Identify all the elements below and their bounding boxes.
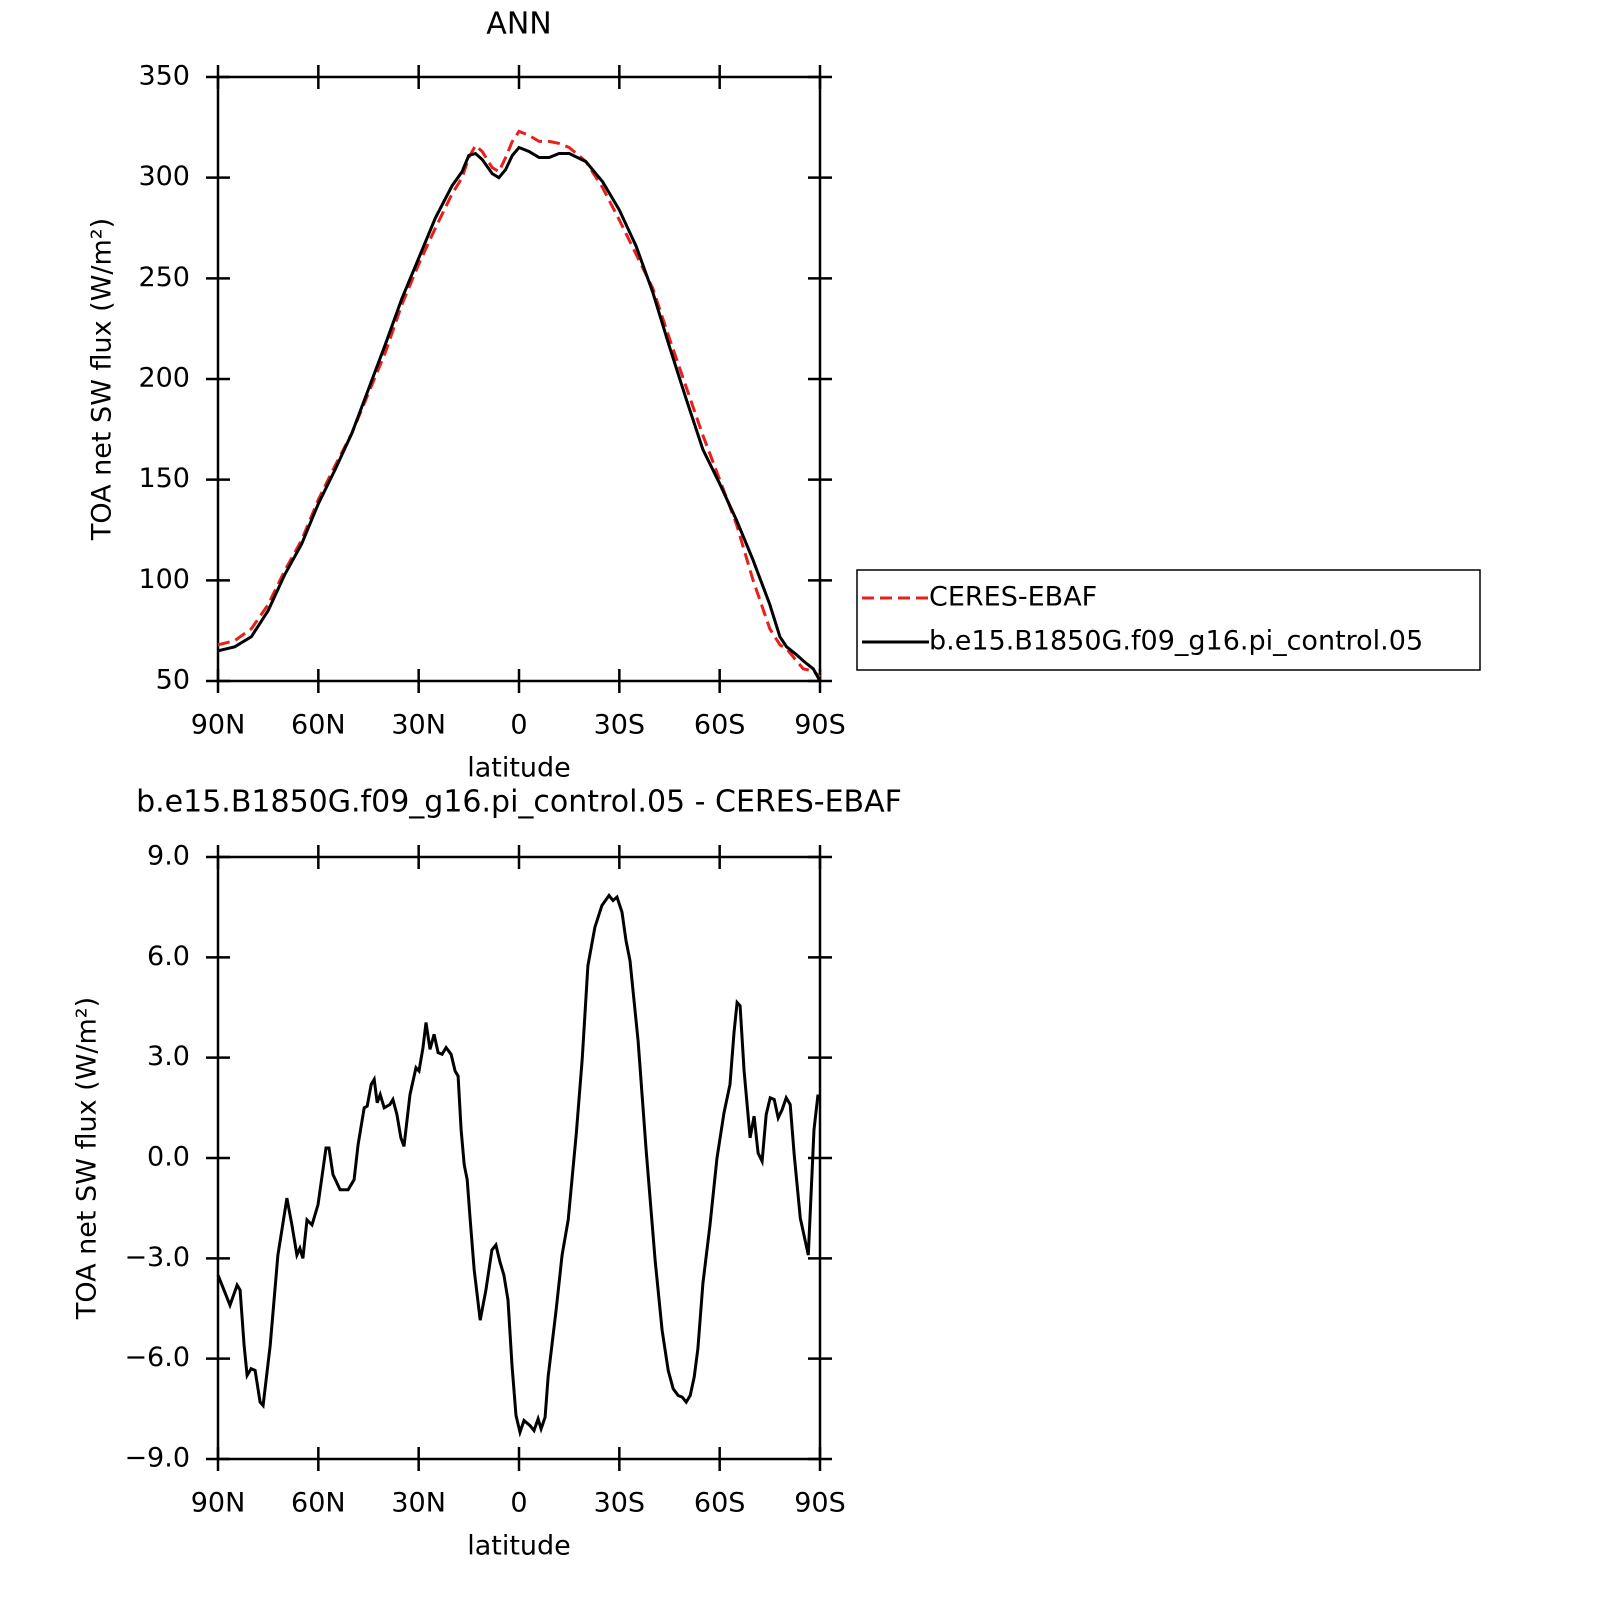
legend-box xyxy=(856,569,1481,671)
x-tick-label: 30N xyxy=(391,710,446,741)
y-tick-label: 300 xyxy=(138,161,190,192)
x-tick-label: 60S xyxy=(694,710,746,741)
y-tick-label: 100 xyxy=(138,564,190,595)
legend-label: CERES-EBAF xyxy=(929,582,1097,613)
y-tick-label: 250 xyxy=(138,262,190,293)
y-tick-label: 150 xyxy=(138,463,190,494)
y-tick-label: 6.0 xyxy=(147,941,190,972)
x-tick-label: 0 xyxy=(510,710,527,741)
x-tick-label: 60N xyxy=(291,710,346,741)
data-line xyxy=(217,129,822,679)
x-tick-label: 90N xyxy=(191,1488,246,1519)
x-tick-label: 90S xyxy=(794,710,846,741)
y-tick-label: 0.0 xyxy=(147,1142,190,1173)
x-axis-label: latitude xyxy=(467,1531,571,1562)
data-line xyxy=(216,893,820,1438)
legend-label: b.e15.B1850G.f09_g16.pi_control.05 xyxy=(929,626,1423,657)
y-tick-label: 50 xyxy=(156,665,190,696)
data-line xyxy=(217,145,822,682)
x-tick-label: 60N xyxy=(291,1488,346,1519)
x-tick-label: 60S xyxy=(694,1488,746,1519)
x-tick-label: 30S xyxy=(594,1488,646,1519)
y-tick-label: −6.0 xyxy=(124,1342,190,1373)
y-axis-label: TOA net SW flux (W/m²) xyxy=(72,997,103,1320)
x-tick-label: 0 xyxy=(510,1488,527,1519)
y-tick-label: −9.0 xyxy=(124,1443,190,1474)
y-tick-label: 350 xyxy=(138,61,190,92)
chart-title: b.e15.B1850G.f09_g16.pi_control.05 - CER… xyxy=(136,785,902,820)
plot-frame xyxy=(216,75,822,683)
x-axis-label: latitude xyxy=(467,753,571,784)
x-tick-label: 30N xyxy=(391,1488,446,1519)
y-tick-label: 9.0 xyxy=(147,841,190,872)
y-tick-label: 3.0 xyxy=(147,1041,190,1072)
y-tick-label: −3.0 xyxy=(124,1242,190,1273)
x-tick-label: 90S xyxy=(794,1488,846,1519)
x-tick-label: 90N xyxy=(191,710,246,741)
x-tick-label: 30S xyxy=(594,710,646,741)
y-tick-label: 200 xyxy=(138,363,190,394)
plot-frame xyxy=(216,855,822,1461)
y-axis-label: TOA net SW flux (W/m²) xyxy=(87,218,118,541)
chart-title: ANN xyxy=(486,7,551,42)
